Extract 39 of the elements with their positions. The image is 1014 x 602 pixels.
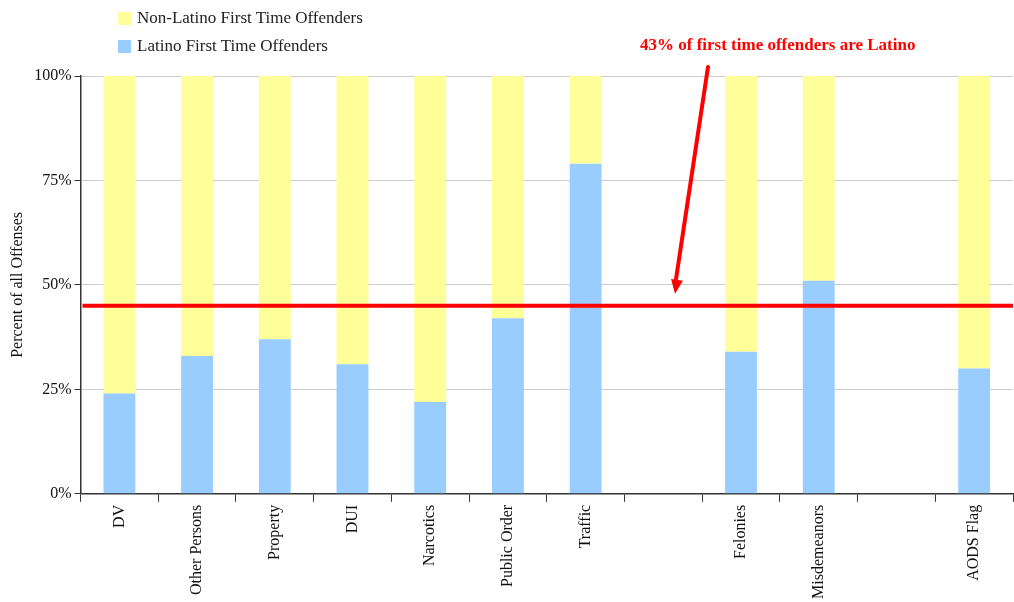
bar bbox=[725, 351, 757, 494]
x-tick-label: DUI bbox=[342, 504, 360, 534]
bar bbox=[103, 76, 136, 394]
legend-label: Latino First Time Offenders bbox=[137, 36, 328, 56]
bar bbox=[181, 355, 214, 494]
x-tick-label: Property bbox=[265, 504, 283, 560]
x-tick-label: DV bbox=[109, 504, 127, 528]
bar bbox=[569, 76, 602, 164]
bar bbox=[181, 76, 214, 356]
bar bbox=[336, 364, 369, 494]
x-tick-label: Felonies bbox=[731, 504, 749, 560]
x-tick-label: AODS Flag bbox=[964, 504, 983, 581]
y-tick-label: 75% bbox=[42, 170, 72, 188]
bar bbox=[258, 339, 291, 494]
ref-line-label: 43% of first time offenders are Latino bbox=[640, 35, 916, 54]
y-axis-title: Percent of all Offenses bbox=[7, 211, 25, 358]
legend-label: Non-Latino First Time Offenders bbox=[137, 8, 363, 28]
bar bbox=[569, 163, 602, 494]
bar bbox=[336, 76, 369, 365]
bar bbox=[414, 401, 447, 494]
y-tick-label: 50% bbox=[42, 275, 72, 293]
x-tick-label: Narcotics bbox=[420, 504, 438, 567]
bar bbox=[414, 76, 447, 402]
y-tick-label: 0% bbox=[50, 484, 72, 501]
bar bbox=[491, 76, 524, 319]
x-tick-label: Traffic bbox=[575, 504, 593, 549]
bar bbox=[802, 76, 835, 281]
y-tick-label: 100% bbox=[34, 66, 72, 84]
x-tick-label: Misdemeanors bbox=[808, 504, 826, 599]
bar bbox=[491, 318, 524, 494]
bar bbox=[958, 76, 991, 369]
x-tick-label: Other Persons bbox=[187, 504, 205, 596]
bar bbox=[802, 280, 835, 494]
bar bbox=[258, 76, 291, 340]
bar bbox=[725, 76, 757, 352]
x-tick-label: Public Order bbox=[498, 504, 516, 587]
y-tick-label: 25% bbox=[42, 379, 72, 397]
bar bbox=[958, 368, 991, 494]
bar bbox=[103, 393, 136, 494]
